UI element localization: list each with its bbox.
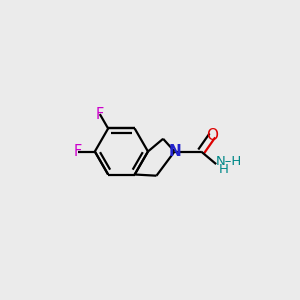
Text: N–H: N–H: [216, 155, 242, 168]
Text: F: F: [96, 106, 104, 122]
Text: N: N: [168, 144, 181, 159]
Text: F: F: [74, 144, 82, 159]
Text: O: O: [206, 128, 218, 143]
Text: H: H: [219, 163, 229, 176]
